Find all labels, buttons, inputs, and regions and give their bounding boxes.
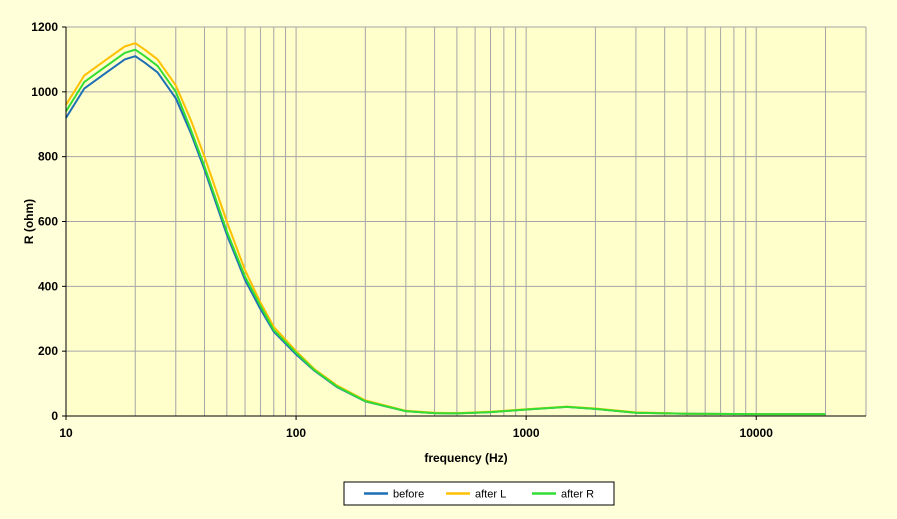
- legend-label: after R: [561, 489, 594, 501]
- legend-box: [343, 481, 615, 506]
- x-axis-title: frequency (Hz): [424, 451, 507, 465]
- x-tick-label: 10: [59, 426, 73, 440]
- axes: [62, 26, 866, 420]
- tick-labels: 0 200 400 600 800 1000 1200 10 100 1000 10000: [31, 20, 773, 440]
- y-tick-label: 600: [38, 215, 58, 229]
- y-tick-label: 1000: [31, 85, 58, 99]
- y-tick-label: 800: [38, 150, 58, 164]
- legend-label: before: [393, 489, 424, 501]
- legend-label: after L: [475, 489, 506, 501]
- y-tick-label: 400: [38, 279, 58, 293]
- x-tick-label: 10000: [740, 426, 774, 440]
- y-axis-title: R (ohm): [22, 199, 36, 244]
- series-lines: [65, 42, 826, 416]
- y-tick-label: 1200: [31, 20, 58, 34]
- series-line-after-r: [65, 48, 826, 416]
- x-tick-label: 1000: [513, 426, 540, 440]
- x-tick-label: 100: [286, 426, 306, 440]
- legend: before after L after R: [343, 481, 615, 506]
- y-tick-label: 200: [38, 344, 58, 358]
- y-tick-label: 0: [51, 409, 58, 423]
